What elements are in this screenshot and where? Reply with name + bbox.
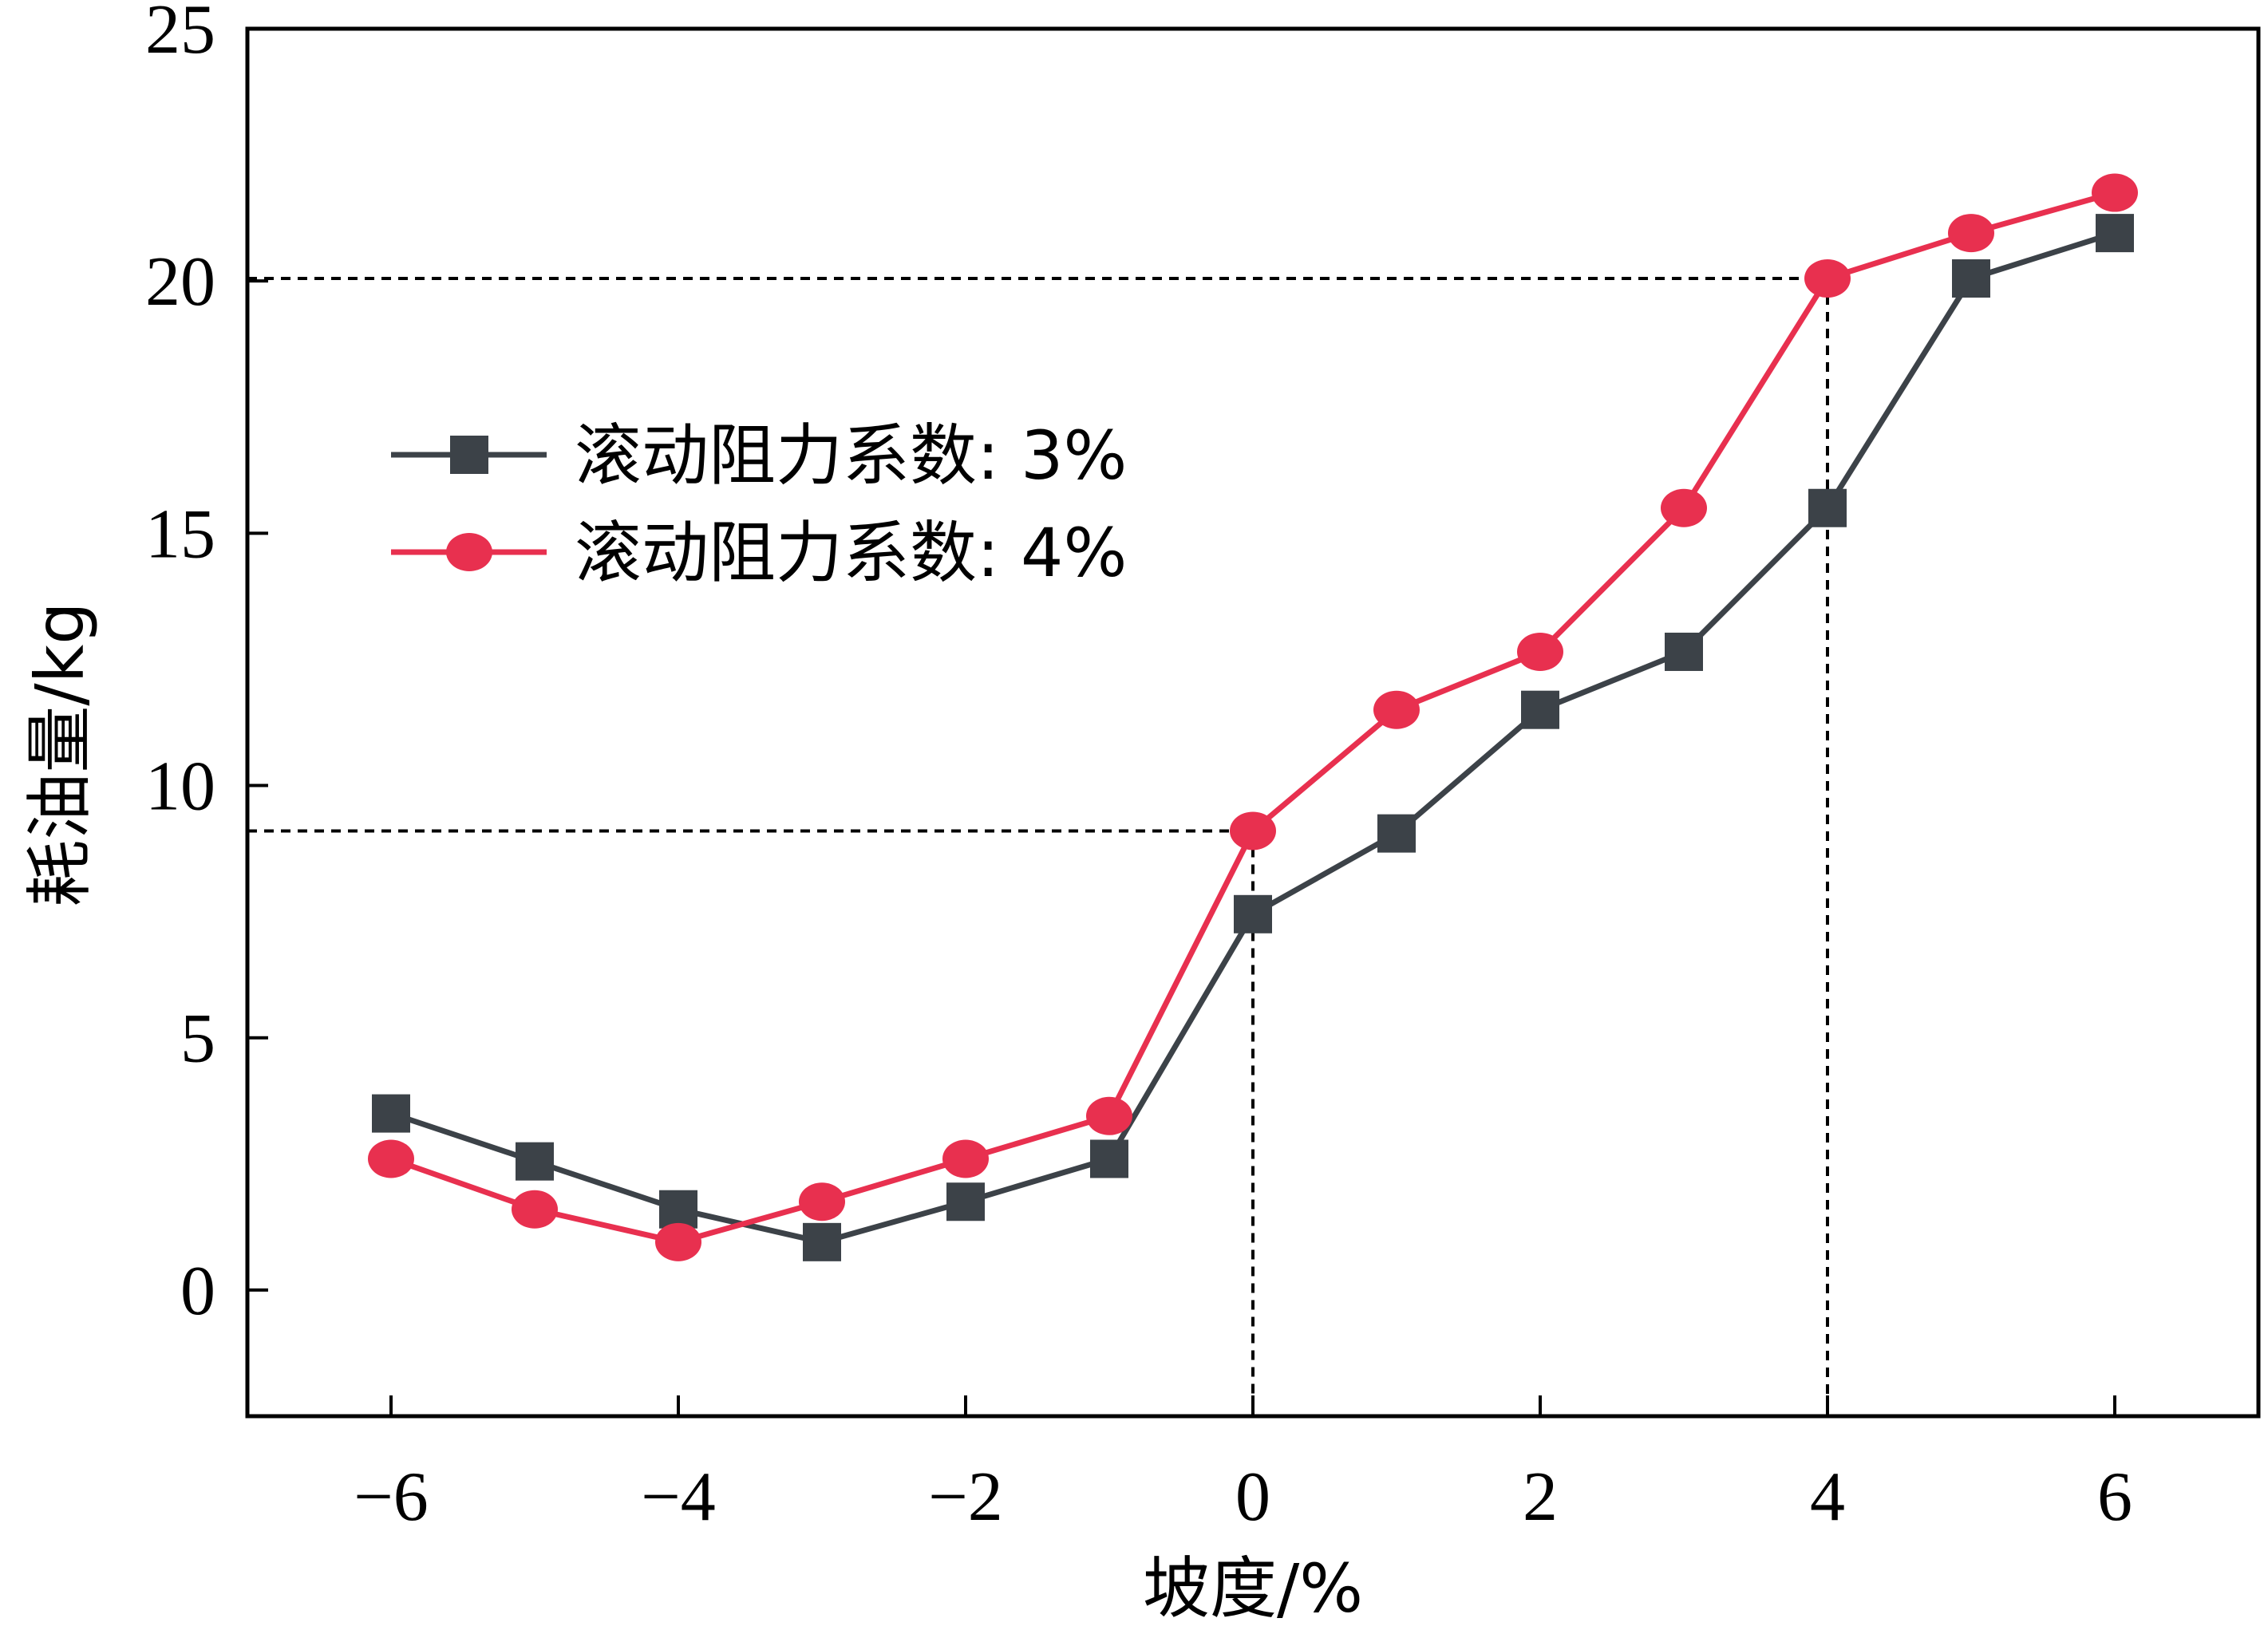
series-2-point: [1517, 632, 1563, 671]
x-tick-label: −6: [354, 1458, 429, 1536]
series-2-point: [1804, 259, 1851, 298]
x-tick-label: −4: [641, 1458, 716, 1536]
reference-lines: [247, 277, 1829, 1416]
y-tick-label: 0: [180, 1253, 215, 1330]
series-1-point: [372, 1094, 410, 1133]
series-2-point: [512, 1190, 558, 1229]
y-tick-label: 25: [145, 0, 215, 69]
series-2-point: [1661, 488, 1707, 527]
y-tick-label: 15: [145, 495, 215, 573]
y-axis-title: 耗油量/kg: [21, 602, 99, 906]
x-tick-label: −2: [928, 1458, 1003, 1536]
legend: 滚动阻力系数: 3% 滚动阻力系数: 4%: [391, 416, 1127, 592]
series-1-point: [1377, 814, 1416, 853]
y-tick-label: 5: [180, 1000, 215, 1078]
x-tick-label: 4: [1810, 1458, 1845, 1536]
series-1-point: [1952, 259, 1990, 298]
series-2-point: [942, 1139, 989, 1178]
y-tick-label: 20: [145, 243, 215, 321]
series-1-point: [803, 1222, 841, 1261]
series-1-point: [2096, 214, 2134, 253]
legend-label-2: 滚动阻力系数: 4%: [575, 514, 1127, 592]
series-2-point: [1230, 811, 1276, 851]
series-2-point: [1373, 690, 1420, 729]
series-2-point: [2092, 173, 2138, 212]
series-2-point: [368, 1139, 414, 1178]
x-tick-label: 2: [1523, 1458, 1558, 1536]
legend-marker-square: [450, 436, 488, 474]
legend-marker-circle: [446, 533, 492, 571]
series-1-point: [1234, 894, 1272, 933]
x-tick-label: 6: [2097, 1458, 2132, 1536]
series-1-point: [516, 1142, 554, 1181]
legend-label-1: 滚动阻力系数: 3%: [575, 416, 1127, 495]
x-tick-label: 0: [1235, 1458, 1270, 1536]
x-axis-ticks: −6 −4 −2 0 2 4 6: [354, 1395, 2132, 1536]
series-1-point: [1808, 488, 1847, 527]
series-2-point: [655, 1222, 701, 1261]
series-2-point: [799, 1182, 845, 1222]
y-tick-label: 10: [145, 748, 215, 826]
series-1-point: [659, 1190, 697, 1229]
x-axis-title: 坡度/%: [1143, 1549, 1363, 1628]
series-2-point: [1086, 1096, 1132, 1135]
series-1-point: [1090, 1139, 1128, 1178]
y-axis-ticks: 0 5 10 15 20 25: [145, 0, 268, 1330]
series-1-point: [1521, 690, 1559, 729]
series-1-point: [1665, 632, 1703, 671]
series-2-point: [1948, 214, 1994, 253]
series-layer: [368, 173, 2138, 1261]
series-1-point: [946, 1182, 985, 1222]
